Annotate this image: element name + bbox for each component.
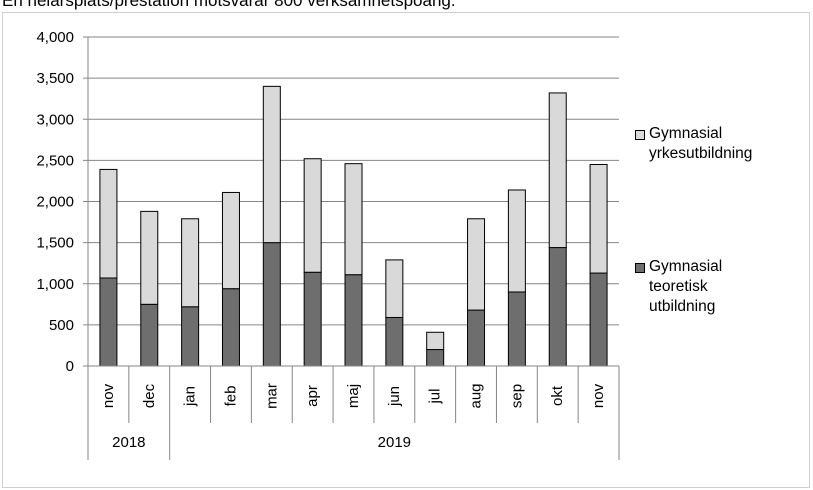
bar-yrkesutbildning	[426, 331, 445, 351]
year-label: 2018	[112, 434, 145, 451]
x-tick-label: nov	[590, 383, 607, 408]
bar-yrkesutbildning	[344, 163, 363, 276]
legend-swatch-teoretisk	[635, 263, 645, 273]
axes	[87, 37, 620, 460]
bar-yrkesutbildning	[262, 85, 281, 244]
bar-teoretisk	[99, 277, 118, 367]
y-axis-labels: 0 500 1,000 1,500 2,000 2,500 3,000 3,500 4,000	[36, 29, 74, 375]
bar-teoretisk	[303, 271, 322, 367]
legend-line: yrkesutbildning	[649, 145, 753, 162]
bar-yrkesutbildning	[385, 259, 404, 318]
x-tick-label: sep	[508, 384, 525, 408]
bar-teoretisk	[507, 291, 526, 367]
bar-yrkesutbildning	[507, 189, 526, 293]
x-tick-label: apr	[304, 385, 321, 407]
x-tick-label: jun	[386, 386, 403, 407]
x-tick-label: feb	[222, 386, 239, 407]
y-tick-label: 4,000	[36, 29, 74, 46]
bars	[99, 85, 608, 367]
x-axis-labels: nov dec jan feb mar apr maj jun jul aug sep okt nov 2…	[100, 383, 607, 451]
y-tick-label: 1,000	[36, 276, 74, 293]
bar-teoretisk	[548, 247, 567, 367]
x-tick-label: jan	[182, 386, 199, 407]
year-label: 2019	[378, 434, 411, 451]
bar-teoretisk	[385, 316, 404, 367]
y-tick-label: 3,500	[36, 70, 74, 87]
bar-yrkesutbildning	[589, 163, 608, 274]
y-tick-label: 3,000	[36, 111, 74, 128]
bar-teoretisk	[181, 306, 200, 367]
bar-yrkesutbildning	[221, 191, 240, 290]
legend-line: Gymnasial	[649, 258, 723, 275]
legend-line: utbildning	[649, 298, 716, 315]
legend-line: teoretisk	[649, 278, 708, 295]
bar-yrkesutbildning	[303, 158, 322, 273]
bar-teoretisk	[262, 242, 281, 367]
bar-teoretisk	[221, 288, 240, 367]
x-tick-label: maj	[345, 384, 362, 408]
y-tick-label: 2,500	[36, 152, 74, 169]
y-tick-label: 2,000	[36, 194, 74, 211]
bar-teoretisk	[140, 303, 159, 367]
bar-yrkesutbildning	[548, 92, 567, 249]
bar-teoretisk	[467, 309, 486, 367]
bar-yrkesutbildning	[99, 168, 118, 279]
bar-yrkesutbildning	[467, 218, 486, 311]
bar-teoretisk	[426, 349, 445, 367]
bar-yrkesutbildning	[140, 210, 159, 305]
x-tick-label: mar	[263, 383, 280, 409]
legend-label-teoretisk: Gymnasial teoretisk utbildning	[649, 257, 769, 317]
x-tick-label: okt	[549, 385, 566, 406]
x-tick-label: nov	[100, 383, 117, 408]
bar-teoretisk	[344, 274, 363, 367]
y-tick-label: 0	[66, 358, 74, 375]
y-tick-label: 1,500	[36, 235, 74, 252]
chart-caption: En helårsplats/prestation motsvarar 800 …	[2, 0, 456, 10]
x-tick-label: dec	[141, 383, 158, 408]
y-tick-label: 500	[49, 317, 74, 334]
legend-line: Gymnasial	[649, 125, 723, 142]
bar-teoretisk	[589, 272, 608, 367]
legend-swatch-yrkesutbildning	[635, 130, 645, 140]
x-tick-label: aug	[468, 383, 485, 408]
chart-frame	[2, 12, 810, 488]
bar-yrkesutbildning	[181, 218, 200, 308]
legend-label-yrkesutbildning: Gymnasial yrkesutbildning	[649, 124, 769, 164]
x-tick-label: jul	[427, 388, 444, 404]
